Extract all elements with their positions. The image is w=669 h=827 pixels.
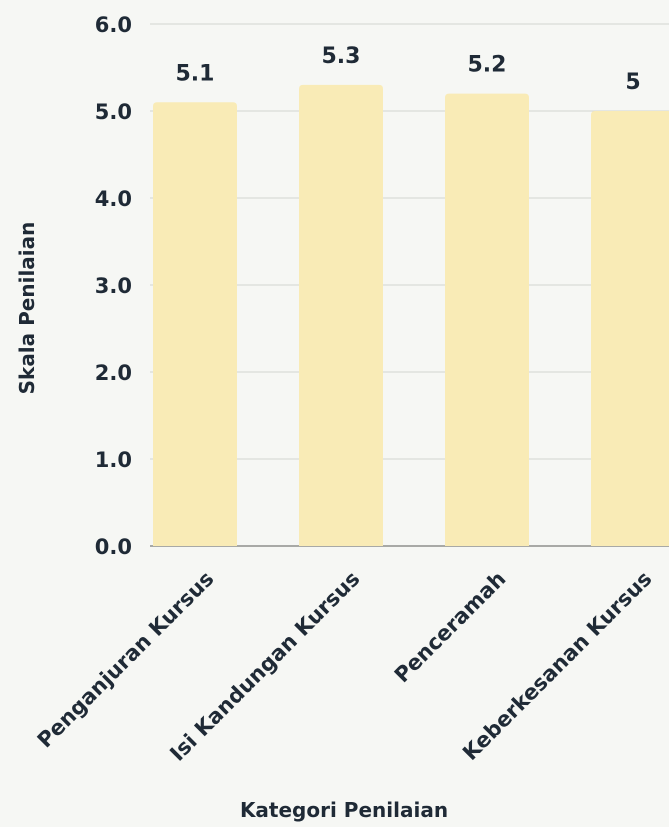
value-label: 5.1 — [176, 61, 215, 86]
y-axis-ticks: 0.0 1.0 2.0 3.0 4.0 5.0 6.0 — [95, 13, 132, 559]
y-tick-label: 6.0 — [95, 13, 132, 37]
y-tick-label: 4.0 — [95, 187, 132, 211]
bar — [153, 102, 237, 547]
value-labels: 5.1 5.3 5.2 5 — [176, 44, 641, 95]
y-tick-label: 1.0 — [95, 448, 132, 472]
bars — [153, 84, 669, 547]
y-tick-label: 0.0 — [95, 535, 132, 559]
y-axis-label: Skala Penilaian — [15, 222, 39, 395]
category-label: Penceramah — [390, 567, 511, 688]
bar — [445, 93, 529, 546]
bar — [591, 111, 669, 546]
x-axis-label: Kategori Penilaian — [240, 798, 448, 822]
value-label: 5.3 — [322, 44, 361, 69]
value-label: 5.2 — [468, 53, 507, 78]
y-tick-label: 3.0 — [95, 274, 132, 298]
y-tick-label: 5.0 — [95, 100, 132, 124]
y-tick-label: 2.0 — [95, 361, 132, 385]
bar — [299, 84, 383, 547]
value-label: 5 — [625, 70, 640, 95]
